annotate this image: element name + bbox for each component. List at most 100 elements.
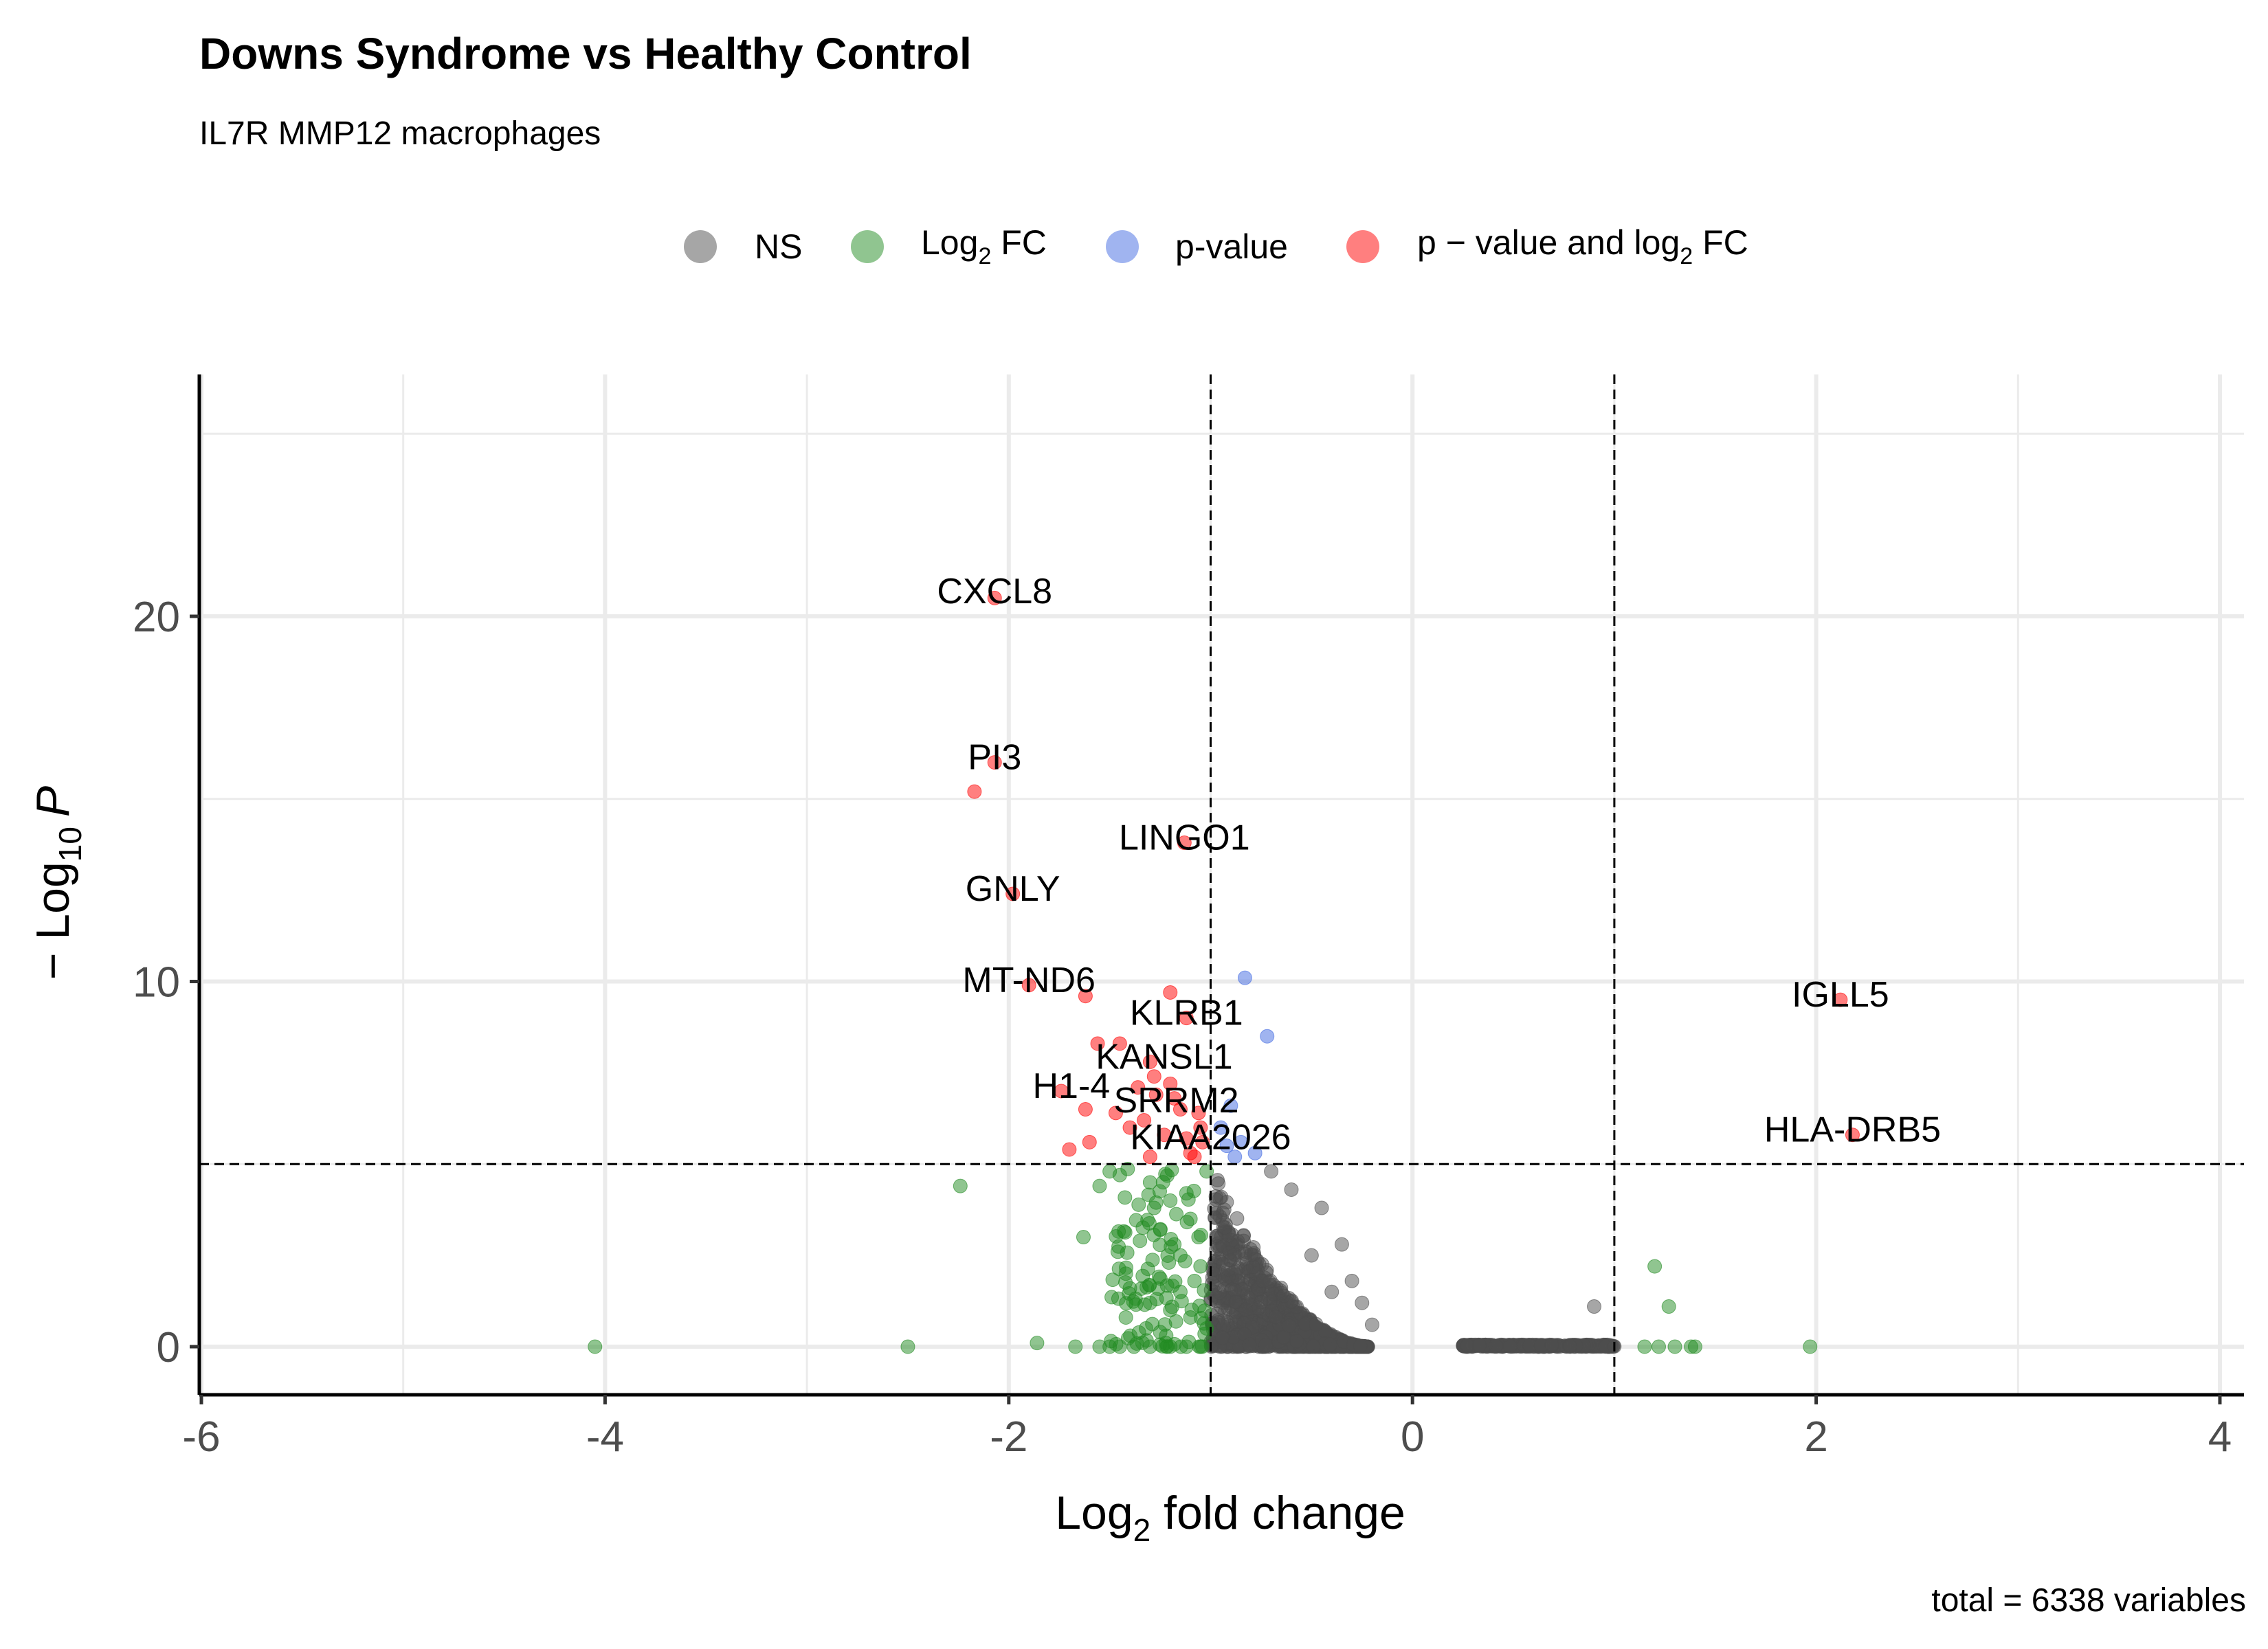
y-axis-title: − Log10P (27, 786, 88, 980)
point-ns (1276, 1330, 1291, 1345)
x-axis-title: Log2 fold change (1055, 1487, 1405, 1548)
point-ns (1276, 1288, 1291, 1303)
point-significant (1142, 1054, 1157, 1069)
point-log2fc (1118, 1190, 1133, 1205)
gene-label: KLRB1 (1130, 994, 1243, 1033)
point-ns (1221, 1262, 1236, 1277)
x-tick-label: -2 (990, 1413, 1027, 1461)
point-significant (1191, 1106, 1206, 1121)
gene-label: SRRM2 (1114, 1081, 1239, 1121)
point-significant (1148, 1087, 1164, 1102)
point-log2fc (1110, 1244, 1125, 1259)
point-pvalue (1247, 1145, 1263, 1160)
point-log2fc (1112, 1339, 1127, 1354)
point-significant (1082, 1134, 1097, 1149)
point-log2fc (1068, 1339, 1083, 1354)
point-ns (1264, 1164, 1279, 1179)
cutoff-lines (199, 374, 2244, 1395)
legend-item-log2fc: Log2 FC (851, 223, 1047, 269)
point-ns (1324, 1284, 1339, 1299)
point-ns (1587, 1299, 1602, 1314)
point-ns (1488, 1338, 1503, 1354)
point-significant (967, 784, 982, 799)
y-tick-label: 20 (133, 594, 180, 641)
point-ns (1353, 1338, 1368, 1354)
gene-label: GNLY (966, 869, 1060, 909)
point-significant (1142, 1149, 1157, 1165)
point-ns (1544, 1338, 1559, 1353)
point-ns (1251, 1301, 1266, 1316)
point-significant (1131, 1080, 1146, 1095)
point-pvalue (1260, 1029, 1275, 1044)
point-ns (1242, 1337, 1257, 1352)
point-significant (1090, 1036, 1105, 1051)
point-pvalue (1237, 970, 1252, 985)
point-log2fc (1187, 1273, 1202, 1288)
point-log2fc (1172, 1248, 1188, 1263)
point-ns (1460, 1338, 1475, 1354)
point-log2fc (1146, 1200, 1161, 1215)
point-ns (1214, 1189, 1229, 1204)
legend: NS Log2 FC p-value p − value and log2 FC (684, 223, 1748, 269)
gene-label: LINGO1 (1119, 818, 1250, 858)
point-log2fc (1142, 1295, 1157, 1310)
point-log2fc (1030, 1336, 1045, 1351)
point-ns (1258, 1337, 1274, 1352)
point-log2fc (1193, 1339, 1208, 1354)
point-significant (1078, 1102, 1093, 1117)
point-log2fc (1183, 1211, 1198, 1226)
point-significant (1146, 1069, 1161, 1084)
point-pvalue (1219, 1138, 1234, 1154)
point-ns (1230, 1211, 1245, 1226)
point-log2fc (1112, 1167, 1127, 1182)
point-log2fc (1172, 1284, 1188, 1299)
chart-subtitle: IL7R MMP12 macrophages (199, 115, 601, 152)
x-axis-ticks: -6 -4 -2 0 2 4 (182, 1395, 2232, 1461)
point-ns (1289, 1334, 1304, 1349)
svg-text:Log2 FC: Log2 FC (921, 223, 1047, 269)
point-significant (1112, 1036, 1127, 1051)
gene-label: HLA-DRB5 (1764, 1110, 1941, 1150)
point-pvalue (1213, 1120, 1228, 1135)
point-log2fc (900, 1339, 915, 1354)
point-ns (1355, 1295, 1370, 1310)
point-log2fc (1637, 1339, 1652, 1354)
point-significant (987, 755, 1002, 770)
point-log2fc (1118, 1266, 1133, 1281)
point-log2fc (1140, 1261, 1155, 1277)
point-significant (1833, 992, 1848, 1007)
point-ns (1284, 1182, 1299, 1197)
point-ns (1472, 1338, 1487, 1353)
data-points (588, 590, 1860, 1354)
point-ns (1309, 1316, 1324, 1332)
point-log2fc (1118, 1310, 1133, 1325)
x-tick-label: 2 (1804, 1413, 1827, 1461)
point-log2fc (1153, 1271, 1168, 1286)
point-significant (1005, 886, 1021, 901)
point-pvalue (1234, 1134, 1249, 1149)
point-log2fc (588, 1339, 603, 1354)
point-pvalue (1223, 1098, 1238, 1113)
point-log2fc (1142, 1175, 1157, 1190)
grid-lines (199, 374, 2244, 1395)
caption: total = 6338 variables (1931, 1582, 2246, 1619)
point-log2fc (1153, 1222, 1168, 1237)
point-log2fc (1133, 1233, 1148, 1248)
point-ns (1268, 1310, 1283, 1325)
chart-title: Downs Syndrome vs Healthy Control (199, 29, 972, 78)
gene-label: PI3 (968, 738, 1021, 778)
point-log2fc (1139, 1321, 1154, 1336)
gene-label: CXCL8 (937, 572, 1052, 612)
point-significant (1108, 1106, 1123, 1121)
point-log2fc (1139, 1279, 1155, 1294)
point-log2fc (1647, 1259, 1663, 1274)
svg-text:p − value and log2 FC: p − value and log2 FC (1417, 223, 1748, 269)
point-log2fc (1803, 1339, 1818, 1354)
point-log2fc (1153, 1325, 1168, 1340)
point-log2fc (1183, 1310, 1198, 1325)
gene-label: KIAA2026 (1130, 1117, 1291, 1157)
gene-labels: CXCL8 PI3 LINGO1 GNLY MT-ND6 KLRB1 IGLL5 KANSL1… (937, 572, 1941, 1157)
point-log2fc (1667, 1339, 1682, 1354)
point-significant (1163, 1076, 1178, 1091)
